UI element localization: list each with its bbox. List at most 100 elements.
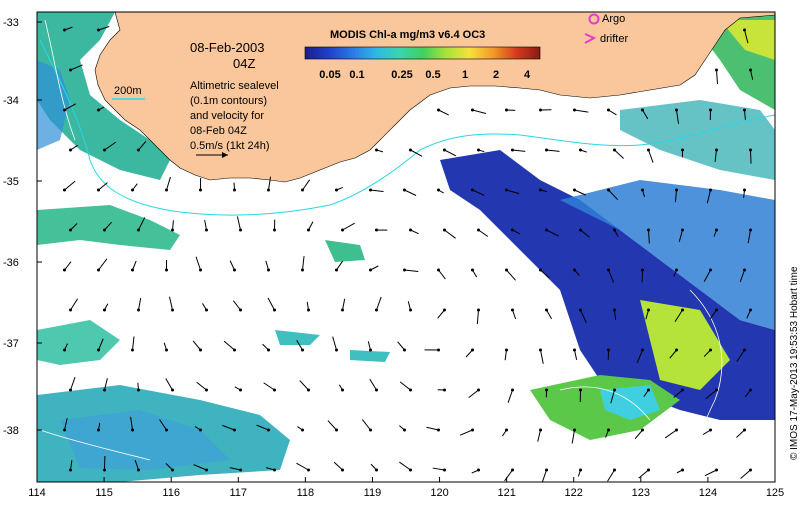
velocity-arrow-origin [579,389,582,392]
velocity-arrow-origin [579,469,582,472]
velocity-arrow-origin [573,429,576,432]
velocity-arrow-origin [171,389,174,392]
velocity-arrow-origin [749,309,752,312]
map-time: 04Z [233,56,255,71]
velocity-arrow-origin [369,269,372,272]
velocity-arrow-origin [63,189,66,192]
colorbar-tick-label: 4 [524,69,531,81]
velocity-arrow-origin [613,389,616,392]
velocity-arrow-origin [579,309,582,312]
velocity-arrow-origin [477,469,480,472]
velocity-arrow-origin [607,349,610,352]
velocity-arrow-origin [409,149,412,152]
lon-tick-label: 121 [497,487,515,499]
velocity-arrow-origin [307,389,310,392]
velocity-arrow-origin [749,469,752,472]
velocity-arrow-origin [505,429,508,432]
velocity-arrow-origin [511,149,514,152]
velocity-arrow-origin [239,469,242,472]
velocity-arrow-origin [205,229,208,232]
velocity-arrow-origin [749,149,752,152]
velocity-arrow-origin [341,229,344,232]
velocity-arrow-origin [199,429,202,432]
velocity-arrow-origin [131,189,134,192]
velocity-arrow-origin [131,429,134,432]
velocity-arrow-origin [471,269,474,272]
velocity-arrow-origin [607,109,610,112]
velocity-arrow-origin [69,309,72,312]
velocity-arrow-origin [545,389,548,392]
velocity-arrow-origin [131,269,134,272]
lat-tick-label: -38 [3,425,19,437]
lon-tick-label: 124 [699,487,717,499]
velocity-arrow-origin [137,469,140,472]
velocity-arrow-origin [97,29,100,32]
velocity-arrow-origin [307,229,310,232]
velocity-arrow-origin [403,349,406,352]
velocity-arrow-origin [341,309,344,312]
velocity-arrow-origin [233,189,236,192]
velocity-arrow-origin [607,269,610,272]
colorbar-tick-label: 1 [462,69,468,81]
velocity-arrow-origin [709,109,712,112]
velocity-arrow-origin [715,149,718,152]
velocity-arrow-origin [97,109,100,112]
velocity-arrow-origin [97,429,100,432]
velocity-arrow-origin [709,189,712,192]
velocity-arrow-origin [573,349,576,352]
velocity-arrow-origin [471,429,474,432]
velocity-arrow-origin [239,309,242,312]
velocity-arrow-origin [579,229,582,232]
velocity-arrow-origin [539,189,542,192]
velocity-arrow-origin [97,349,100,352]
velocity-arrow-origin [681,229,684,232]
lat-tick-label: -35 [3,176,19,188]
velocity-arrow-origin [335,189,338,192]
velocity-arrow-origin [749,389,752,392]
velocity-arrow-origin [545,149,548,152]
velocity-arrow-origin [607,429,610,432]
velocity-arrow-origin [369,189,372,192]
velocity-arrow-origin [675,189,678,192]
velocity-arrow-origin [471,349,474,352]
velocity-arrow-origin [607,189,610,192]
velocity-arrow-origin [137,149,140,152]
velocity-arrow-origin [375,229,378,232]
velocity-arrow-origin [743,349,746,352]
lon-tick-label: 118 [297,487,315,499]
velocity-arrow-origin [69,69,72,72]
contour-depth-label: 200m [114,85,142,97]
velocity-arrow-origin [641,269,644,272]
velocity-arrow [751,150,752,164]
velocity-arrow-origin [573,109,576,112]
velocity-arrow-origin [613,309,616,312]
lon-tick-label: 123 [632,487,650,499]
velocity-arrow-origin [137,229,140,232]
velocity-arrow-origin [443,309,446,312]
lat-tick-label: -34 [3,95,19,107]
velocity-arrow-origin [443,389,446,392]
map-date: 08-Feb-2003 [190,40,264,55]
velocity-arrow-origin [573,189,576,192]
lat-tick-label: -36 [3,257,19,269]
velocity-arrow-origin [437,349,440,352]
velocity-arrow-origin [443,469,446,472]
velocity-arrow-origin [539,269,542,272]
lon-tick-label: 119 [364,487,382,499]
velocity-arrow-origin [403,269,406,272]
velocity-arrow-origin [709,429,712,432]
velocity-arrow-origin [539,429,542,432]
velocity-arrow-origin [335,429,338,432]
legend-line-3: and velocity for [190,110,264,122]
velocity-arrow-origin [613,229,616,232]
velocity-arrow-origin [647,229,650,232]
velocity-arrow-origin [63,349,66,352]
colorbar-tick-label: 0.5 [425,69,440,81]
velocity-arrow-origin [437,109,440,112]
velocity-arrow-origin [437,269,440,272]
velocity-arrow-origin [165,429,168,432]
velocity-arrow-origin [505,189,508,192]
velocity-arrow-origin [137,309,140,312]
velocity-arrow-origin [715,69,718,72]
